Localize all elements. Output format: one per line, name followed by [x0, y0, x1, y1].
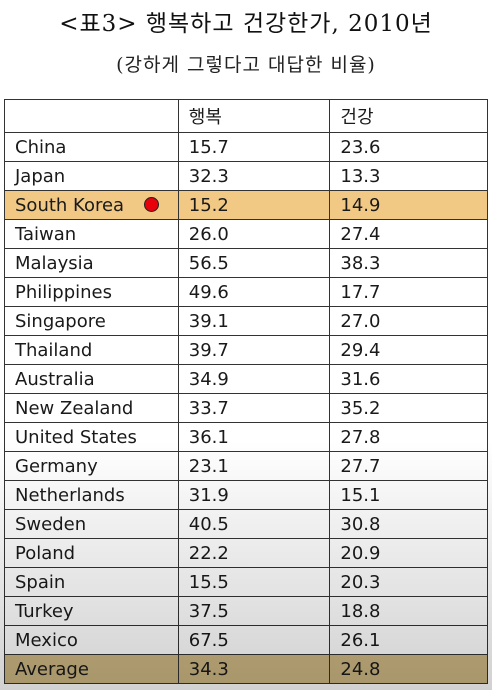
country-cell: Sweden: [4, 509, 179, 539]
happy-cell: 34.9: [177, 364, 331, 394]
table-header-row: 행복 건강: [4, 99, 488, 133]
happy-cell: 56.5: [177, 248, 331, 278]
happy-cell: 34.3: [177, 654, 331, 684]
healthy-cell: 27.0: [329, 306, 488, 336]
happy-cell: 37.5: [177, 596, 331, 626]
healthy-cell: 29.4: [329, 335, 488, 365]
healthy-cell: 17.7: [329, 277, 488, 307]
healthy-cell: 35.2: [329, 393, 488, 423]
happy-cell: 39.7: [177, 335, 331, 365]
table-row: Netherlands 31.9 15.1: [4, 480, 488, 510]
country-cell: New Zealand: [4, 393, 179, 423]
country-cell: United States: [4, 422, 179, 452]
page-title: <표3> 행복하고 건강한가, 2010년: [59, 11, 433, 37]
country-cell: Spain: [4, 567, 179, 597]
happy-cell: 15.7: [177, 132, 331, 162]
country-cell: Germany: [4, 451, 179, 481]
red-dot-icon: [144, 196, 160, 212]
header-happy: 행복: [177, 99, 331, 133]
healthy-cell: 15.1: [329, 480, 488, 510]
healthy-cell: 20.3: [329, 567, 488, 597]
country-cell: Average: [4, 654, 179, 684]
healthy-cell: 20.9: [329, 538, 488, 568]
happy-cell: 39.1: [177, 306, 331, 336]
country-cell: Turkey: [4, 596, 179, 626]
healthy-cell: 14.9: [329, 190, 488, 220]
happy-cell: 15.2: [177, 190, 331, 220]
page-subtitle: (강하게 그렇다고 대답한 비율): [116, 54, 376, 76]
happy-cell: 67.5: [177, 625, 331, 655]
table-row: United States 36.1 27.8: [4, 422, 488, 452]
happy-cell: 23.1: [177, 451, 331, 481]
table-row: Mexico 67.5 26.1: [4, 625, 488, 655]
country-cell: China: [4, 132, 179, 162]
table-row: Taiwan 26.0 27.4: [4, 219, 488, 249]
table-row: Thailand 39.7 29.4: [4, 335, 488, 365]
table-row: Germany 23.1 27.7: [4, 451, 488, 481]
healthy-cell: 23.6: [329, 132, 488, 162]
healthy-cell: 26.1: [329, 625, 488, 655]
table-row: Australia 34.9 31.6: [4, 364, 488, 394]
country-label: South Korea: [15, 194, 125, 216]
healthy-cell: 31.6: [329, 364, 488, 394]
country-cell: Philippines: [4, 277, 179, 307]
healthy-cell: 24.8: [329, 654, 488, 684]
table-row: Philippines 49.6 17.7: [4, 277, 488, 307]
happy-cell: 22.2: [177, 538, 331, 568]
table-row: Turkey 37.5 18.8: [4, 596, 488, 626]
table-row: Sweden 40.5 30.8: [4, 509, 488, 539]
healthy-cell: 27.8: [329, 422, 488, 452]
country-cell: Netherlands: [4, 480, 179, 510]
country-cell: Japan: [4, 161, 179, 191]
happy-cell: 26.0: [177, 219, 331, 249]
happy-cell: 40.5: [177, 509, 331, 539]
header-country: [4, 99, 179, 133]
happy-cell: 15.5: [177, 567, 331, 597]
table-row: China 15.7 23.6: [4, 132, 488, 162]
table-row-average: Average 34.3 24.8: [4, 654, 488, 684]
country-cell: Malaysia: [4, 248, 179, 278]
happy-cell: 36.1: [177, 422, 331, 452]
header-healthy: 건강: [329, 99, 488, 133]
table-row: Spain 15.5 20.3: [4, 567, 488, 597]
healthy-cell: 30.8: [329, 509, 488, 539]
data-table: 행복 건강 China 15.7 23.6 Japan 32.3 13.3 So…: [4, 99, 488, 684]
country-cell: Singapore: [4, 306, 179, 336]
table-row: Singapore 39.1 27.0: [4, 306, 488, 336]
healthy-cell: 27.4: [329, 219, 488, 249]
country-cell: Poland: [4, 538, 179, 568]
table-row: Japan 32.3 13.3: [4, 161, 488, 191]
country-cell: South Korea: [4, 190, 179, 220]
table-row: Malaysia 56.5 38.3: [4, 248, 488, 278]
happy-cell: 32.3: [177, 161, 331, 191]
table-row-highlighted: South Korea 15.2 14.9: [4, 190, 488, 220]
happy-cell: 31.9: [177, 480, 331, 510]
country-cell: Taiwan: [4, 219, 179, 249]
country-cell: Thailand: [4, 335, 179, 365]
healthy-cell: 38.3: [329, 248, 488, 278]
country-cell: Australia: [4, 364, 179, 394]
healthy-cell: 13.3: [329, 161, 488, 191]
country-cell: Mexico: [4, 625, 179, 655]
table-row: Poland 22.2 20.9: [4, 538, 488, 568]
happy-cell: 33.7: [177, 393, 331, 423]
healthy-cell: 27.7: [329, 451, 488, 481]
healthy-cell: 18.8: [329, 596, 488, 626]
table-row: New Zealand 33.7 35.2: [4, 393, 488, 423]
happy-cell: 49.6: [177, 277, 331, 307]
